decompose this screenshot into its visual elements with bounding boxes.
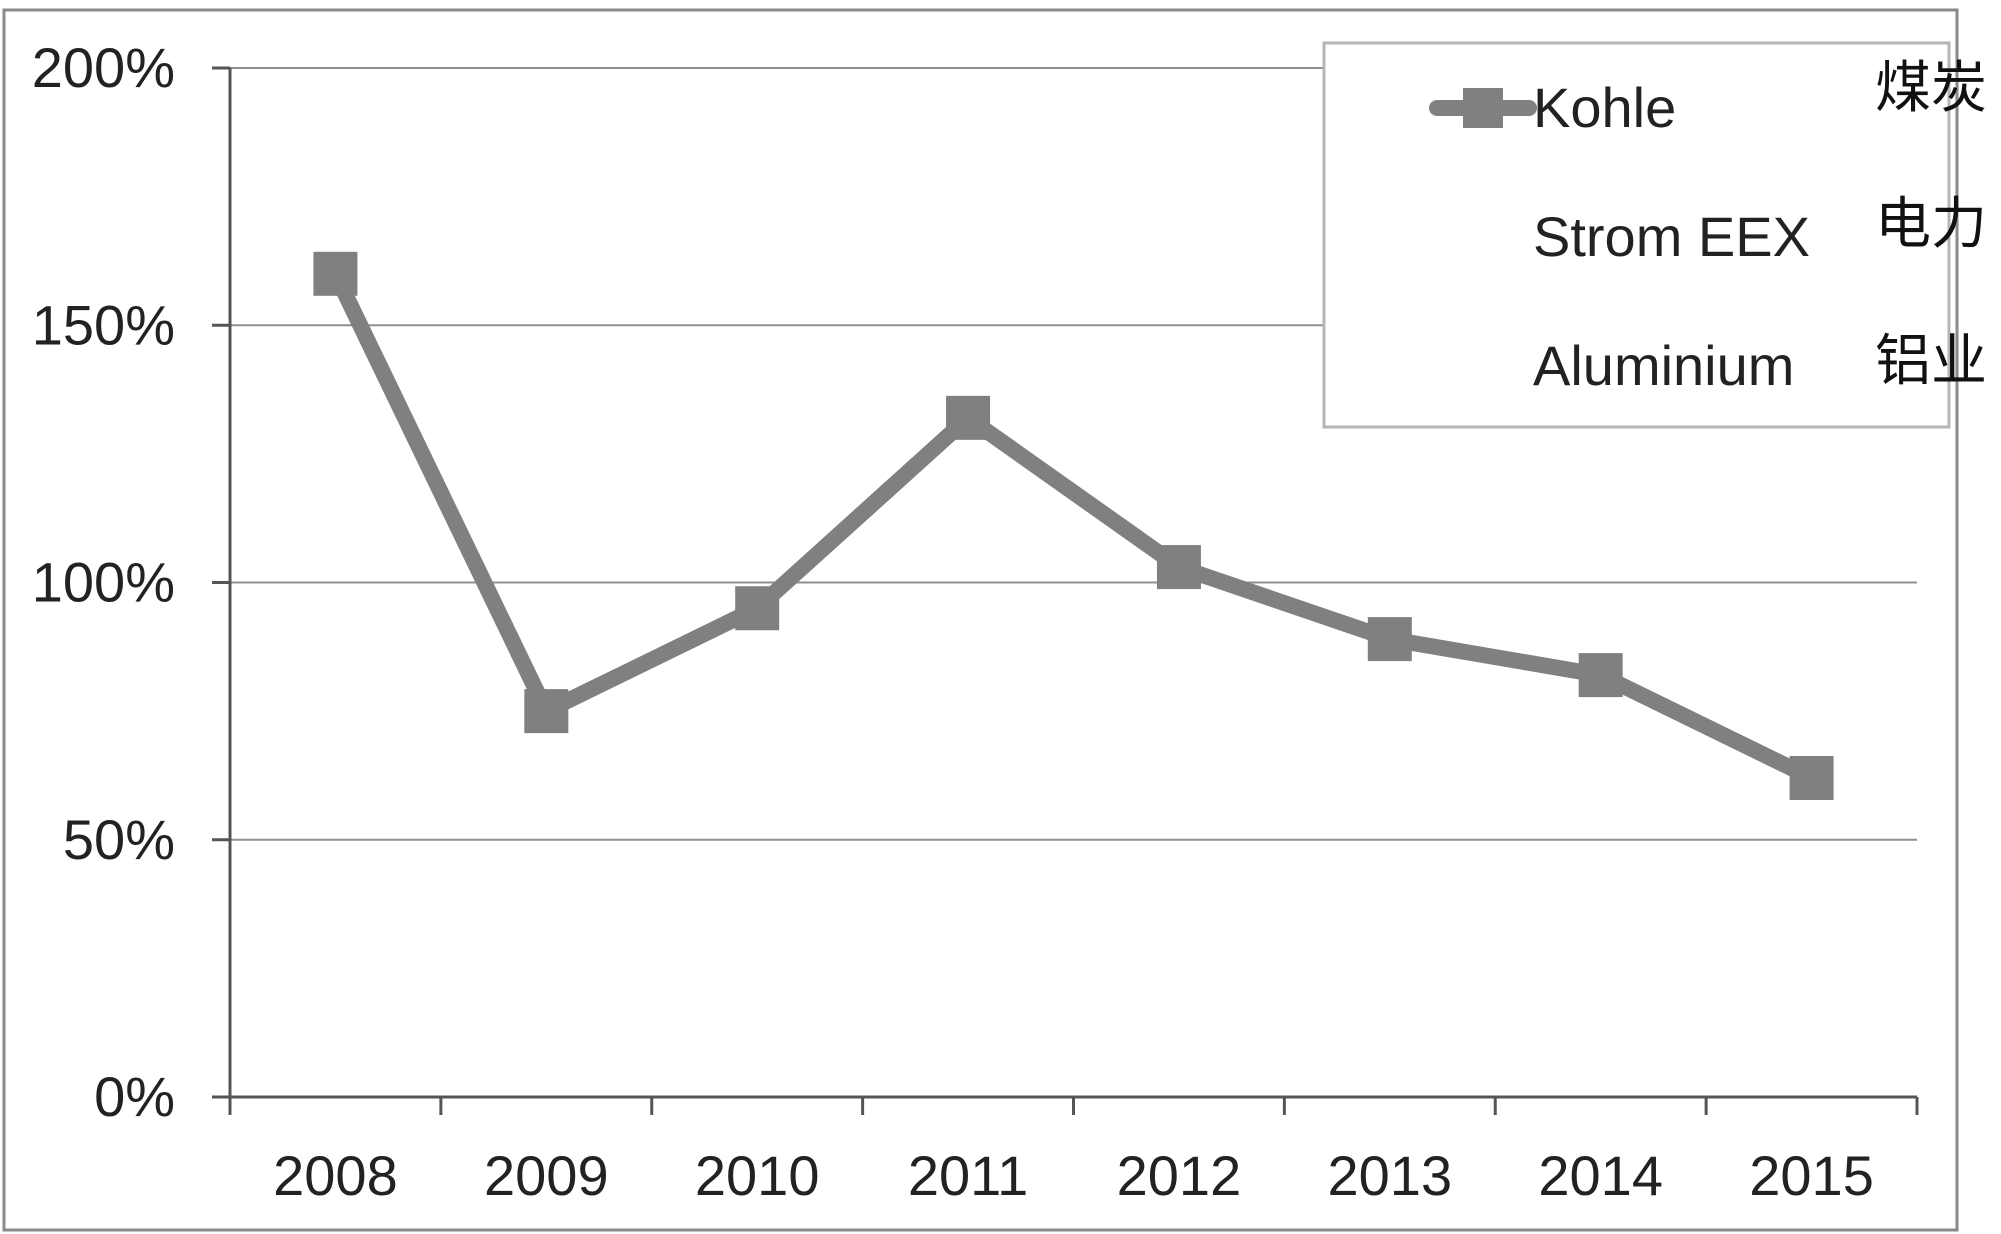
data-point-marker [735,586,780,631]
x-axis-ticks: 2008 2009 2010 2011 2012 2013 2014 2015 [228,1097,1919,1207]
y-tick-label: 100% [32,551,175,614]
data-point-marker [1789,756,1834,801]
y-tick-label: 150% [32,293,175,356]
data-point-marker [524,689,569,734]
y-tick-label: 200% [32,36,175,99]
series-line-kohle [327,265,1820,787]
x-tick-label: 2011 [908,1144,1028,1207]
x-tick-label: 2010 [695,1144,820,1207]
series-group [313,251,1834,801]
annotation-power: 电力 [1875,192,1987,257]
x-tick-label: 2008 [273,1144,398,1207]
legend-entry-strom-eex: Strom EEX [1533,205,1810,268]
x-tick-label: 2013 [1328,1144,1453,1207]
data-point-marker [313,251,358,296]
data-point-marker [946,395,991,440]
x-tick-label: 2009 [484,1144,609,1207]
gridlines [230,67,1917,841]
data-point-marker [1156,545,1201,590]
data-point-marker [1367,617,1412,662]
legend-entry-aluminium: Aluminium [1533,334,1794,397]
annotation-aluminium: 铝业 [1875,329,1987,394]
x-tick-label: 2015 [1749,1144,1874,1207]
data-point-marker [1578,653,1623,698]
y-axis-ticks: 0% 50% 100% 150% 200% [32,36,230,1128]
y-tick-label: 0% [94,1065,175,1128]
annotation-coal: 煤炭 [1875,56,1987,121]
x-tick-label: 2014 [1538,1144,1663,1207]
legend-swatch-marker-kohle [1463,88,1503,128]
legend-box [1322,41,1951,429]
legend: Kohle Strom EEX Aluminium [1322,41,1951,429]
legend-entry-kohle: Kohle [1533,76,1676,139]
y-tick-label: 50% [63,808,175,871]
x-tick-label: 2012 [1117,1144,1242,1207]
